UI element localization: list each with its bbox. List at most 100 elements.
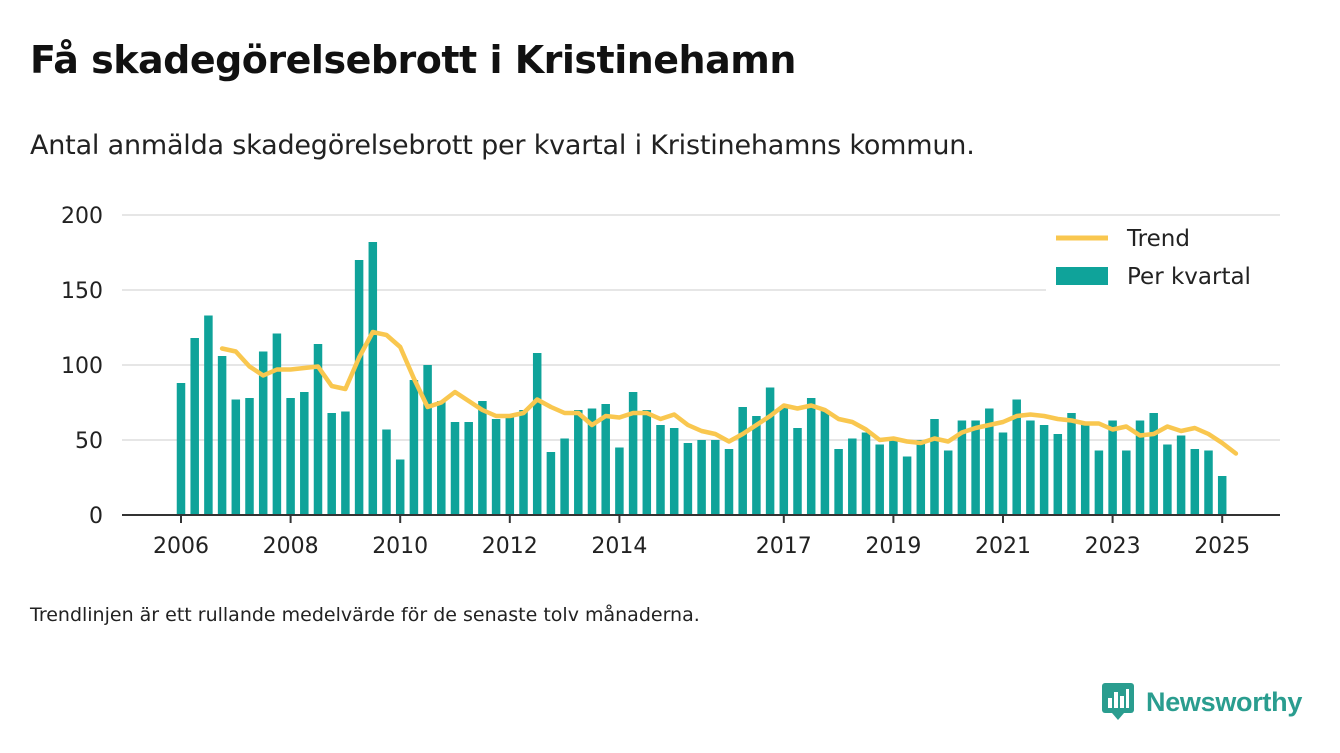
bar [190,338,199,515]
chart-area: 0 50 100 150 200 2006 2008 2010 2012 2014 2017 2019… [61,204,1280,559]
bar [258,351,268,515]
bar [683,443,693,515]
bar [1108,420,1117,515]
y-tick-label: 100 [61,354,103,379]
bar [272,333,282,515]
bar [1053,434,1063,515]
bar [1094,450,1104,515]
bar [943,450,953,515]
bar [354,260,364,515]
bar [1039,425,1049,515]
bar [971,420,980,515]
bar [656,425,665,515]
bar [628,392,638,515]
bar [450,422,460,515]
bar [861,432,871,515]
chart-title: Få skadegörelsebrott i Kristinehamn [30,38,796,82]
bar [574,410,583,515]
bar [1190,449,1200,515]
bar [779,407,789,515]
x-tick-label: 2021 [975,534,1031,559]
bar [985,408,994,515]
bar [1217,476,1227,515]
x-tick-label: 2019 [865,534,921,559]
newsworthy-logo-icon [1102,683,1134,720]
bar [560,438,569,515]
y-tick-label: 200 [61,204,103,229]
bar [615,447,624,515]
bar [478,401,487,515]
bar [669,428,679,515]
bar [491,419,501,515]
bar [587,408,597,515]
bar [176,383,186,515]
bar [327,413,336,515]
bar [546,452,556,515]
newsworthy-logo: Newsworthy [1102,682,1302,722]
bar [423,365,432,515]
bar [642,410,652,515]
bar [382,429,391,515]
bar [532,353,542,515]
y-tick-label: 50 [75,429,103,454]
bar [806,398,816,515]
bar [231,399,241,515]
bar [1135,420,1145,515]
legend-bar-label: Per kvartal [1127,264,1251,290]
bar [1012,399,1021,515]
bar [1026,420,1035,515]
bar [601,404,610,515]
bar [1080,425,1090,515]
bar [1122,450,1131,515]
bar [848,438,857,515]
bar [286,398,295,515]
bar [409,380,419,515]
bar [300,392,309,515]
bar [889,440,898,515]
bar [793,428,802,515]
bar [765,387,775,515]
x-tick-label: 2023 [1085,534,1141,559]
legend-trend-label: Trend [1126,226,1190,252]
legend-bar-swatch [1056,267,1108,285]
x-tick-label: 2008 [263,534,319,559]
bar [902,456,912,515]
bar [437,401,446,515]
y-tick-label: 150 [61,279,103,304]
bar [505,416,515,515]
bar [464,422,473,515]
bar [519,410,528,515]
bar [1163,444,1172,515]
bar [1067,413,1076,515]
bar [697,440,706,515]
x-tick-label: 2014 [591,534,647,559]
bar [957,420,967,515]
bar [368,242,378,515]
bar [1149,413,1158,515]
bar [711,440,720,515]
bar [916,440,926,515]
bar [217,356,227,515]
bar [204,315,213,515]
bar [1176,435,1186,515]
bar [738,407,747,515]
x-tick-label: 2006 [153,534,209,559]
brand-name: Newsworthy [1146,686,1303,717]
bar [820,410,830,515]
bar [724,449,734,515]
chart-subtitle: Antal anmälda skadegörelsebrott per kvar… [30,130,975,161]
bar [313,344,323,515]
x-tick-label: 2025 [1194,534,1250,559]
bar [998,432,1008,515]
chart-footnote: Trendlinjen är ett rullande medelvärde f… [30,604,700,626]
bar [875,444,884,515]
trend-line [219,329,1239,456]
bar [1204,450,1213,515]
x-tick-label: 2012 [482,534,538,559]
y-tick-label: 0 [89,504,103,529]
x-tick-label: 2017 [756,534,812,559]
bar [930,419,939,515]
x-tick-label: 2010 [372,534,428,559]
bar [395,459,405,515]
bar [245,398,254,515]
